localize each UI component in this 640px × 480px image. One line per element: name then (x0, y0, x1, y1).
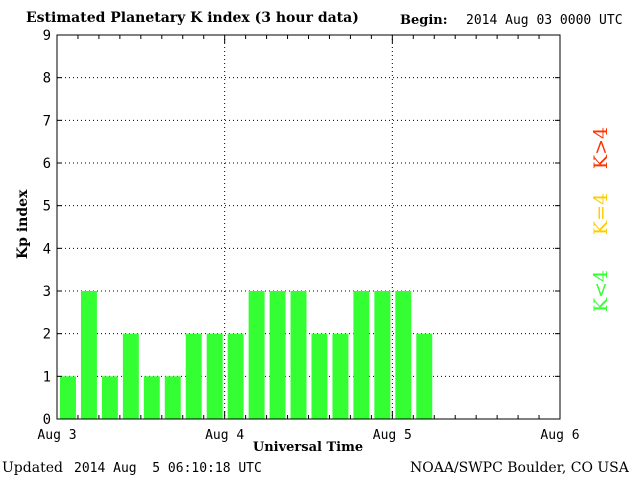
y-tick-label: 3 (43, 284, 51, 300)
kp-bar (206, 333, 223, 419)
legend-k-greater-4: K>4 (590, 126, 612, 170)
kp-bar (248, 291, 265, 419)
y-tick-label: 8 (43, 71, 51, 87)
kp-bar (60, 376, 76, 419)
x-tick-label: Aug 4 (205, 428, 244, 443)
begin-label: Begin: (400, 13, 448, 28)
kp-bar (122, 333, 139, 419)
legend-k-less-4: K<4 (590, 269, 612, 313)
x-tick-label: Aug 5 (373, 428, 412, 443)
y-tick-label: 4 (43, 241, 51, 257)
kp-bar (143, 376, 160, 419)
y-axis-label: Kp index (15, 189, 31, 259)
updated-value: 2014 Aug 5 06:10:18 UTC (74, 461, 262, 476)
begin-value: 2014 Aug 03 0000 UTC (466, 13, 623, 28)
y-tick-label: 5 (43, 199, 51, 215)
x-axis-label: Universal Time (252, 440, 364, 455)
updated-label: Updated (2, 460, 63, 476)
kp-bar (311, 333, 328, 419)
x-tick-label: Aug 3 (37, 428, 76, 443)
kp-bar (269, 291, 286, 419)
chart-title: Estimated Planetary K index (3 hour data… (26, 10, 359, 26)
y-tick-label: 2 (43, 327, 51, 343)
kp-bar (395, 291, 412, 419)
credit-text: NOAA/SWPC Boulder, CO USA (410, 460, 629, 476)
kp-bar (164, 376, 181, 419)
kp-bar (80, 291, 97, 419)
y-tick-label: 7 (43, 113, 51, 129)
kp-bar (227, 333, 244, 419)
kp-bar (332, 333, 349, 419)
kp-bar (374, 291, 391, 419)
kp-bar (101, 376, 118, 419)
y-tick-label: 0 (43, 412, 51, 428)
kp-bar (290, 291, 307, 419)
kp-bar (416, 333, 433, 419)
y-tick-label: 6 (43, 156, 51, 172)
kp-bar (185, 333, 202, 419)
y-tick-label: 1 (43, 369, 51, 385)
legend-k-equal-4: K=4 (590, 192, 612, 236)
kp-bar (353, 291, 370, 419)
x-tick-label: Aug 6 (540, 428, 579, 443)
y-tick-label: 9 (43, 28, 51, 44)
